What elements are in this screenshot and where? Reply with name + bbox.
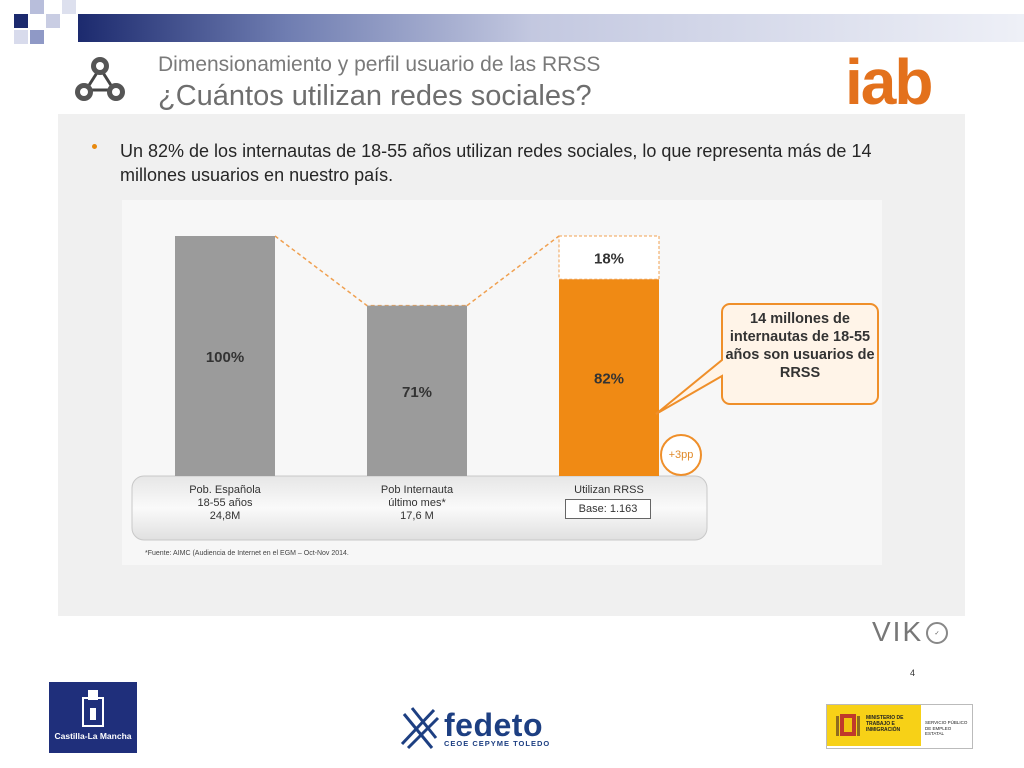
- sepe-label: SERVICIO PÚBLICO DE EMPLEO ESTATAL: [925, 720, 968, 736]
- fedeto-emblem-icon: [400, 707, 440, 750]
- callout-bubble: [655, 303, 879, 415]
- x-label-line: Pob. Española: [189, 484, 261, 496]
- connector-2: [466, 235, 560, 307]
- base-label: Base: 1.163: [565, 499, 651, 519]
- callout-shape: [655, 303, 879, 415]
- bar-1-segment-1: [175, 236, 275, 476]
- castilla-la-mancha-label: Castilla-La Mancha: [54, 731, 132, 741]
- header-band: [78, 14, 1024, 42]
- bar-2-value-label: 71%: [402, 384, 432, 401]
- delta-badge: +3pp: [660, 434, 702, 476]
- bullet-text: Un 82% de los internautas de 18-55 años …: [120, 141, 872, 185]
- bar-3-segment-2: [558, 235, 660, 280]
- x-label-line: Pob Internauta: [380, 484, 454, 496]
- iab-logo: iab: [845, 46, 933, 116]
- connector-lines: [274, 235, 560, 307]
- bar-3-value-label: 82%: [594, 371, 624, 388]
- x-label-line: 24,8M: [209, 510, 241, 522]
- coat-of-arms-icon: [836, 714, 860, 736]
- castle-crest-icon: [82, 690, 104, 727]
- page-number: 4: [910, 668, 916, 678]
- x-label-line: 17,6 M: [400, 510, 434, 522]
- viko-o-icon: ✓: [926, 622, 948, 644]
- page-title: ¿Cuántos utilizan redes sociales?: [158, 80, 592, 112]
- x-label-3: Utilizan RRSS: [539, 484, 679, 497]
- connector-1: [274, 235, 467, 307]
- callout-text: 14 millones de internautas de 18-55 años…: [725, 311, 875, 381]
- page-subtitle: Dimensionamiento y perfil usuario de las…: [158, 53, 601, 76]
- source-footnote: *Fuente: AIMC (Audiencia de Internet en …: [145, 550, 349, 557]
- corner-squares-icon: [0, 0, 80, 60]
- iab-logo-text: iab: [845, 46, 931, 116]
- viko-logo: VIK: [872, 616, 924, 647]
- bar-3-segment-1: [559, 279, 659, 476]
- x-label-line: Utilizan RRSS: [574, 484, 644, 496]
- bar-2-segment-1: [367, 305, 467, 476]
- fedeto-subtitle: CEOE CEPYME TOLEDO: [444, 739, 551, 748]
- bars-group: 100% 71% 82% 18%: [175, 235, 660, 476]
- network-icon: [75, 57, 125, 101]
- fedeto-logo: fedeto: [444, 707, 543, 743]
- bar-3-value-label: 18%: [594, 251, 624, 268]
- x-label-line: último mes*: [388, 497, 446, 509]
- ministerio-label: MINISTERIO DE TRABAJO E INMIGRACIÓN: [866, 715, 904, 733]
- x-label-1: Pob. Española 18-55 años 24,8M: [155, 484, 295, 523]
- x-label-line: 18-55 años: [197, 497, 253, 509]
- bullet-dot-icon: [92, 144, 97, 149]
- x-label-2: Pob Internauta último mes* 17,6 M: [347, 484, 487, 523]
- bar-1-value-label: 100%: [206, 349, 244, 366]
